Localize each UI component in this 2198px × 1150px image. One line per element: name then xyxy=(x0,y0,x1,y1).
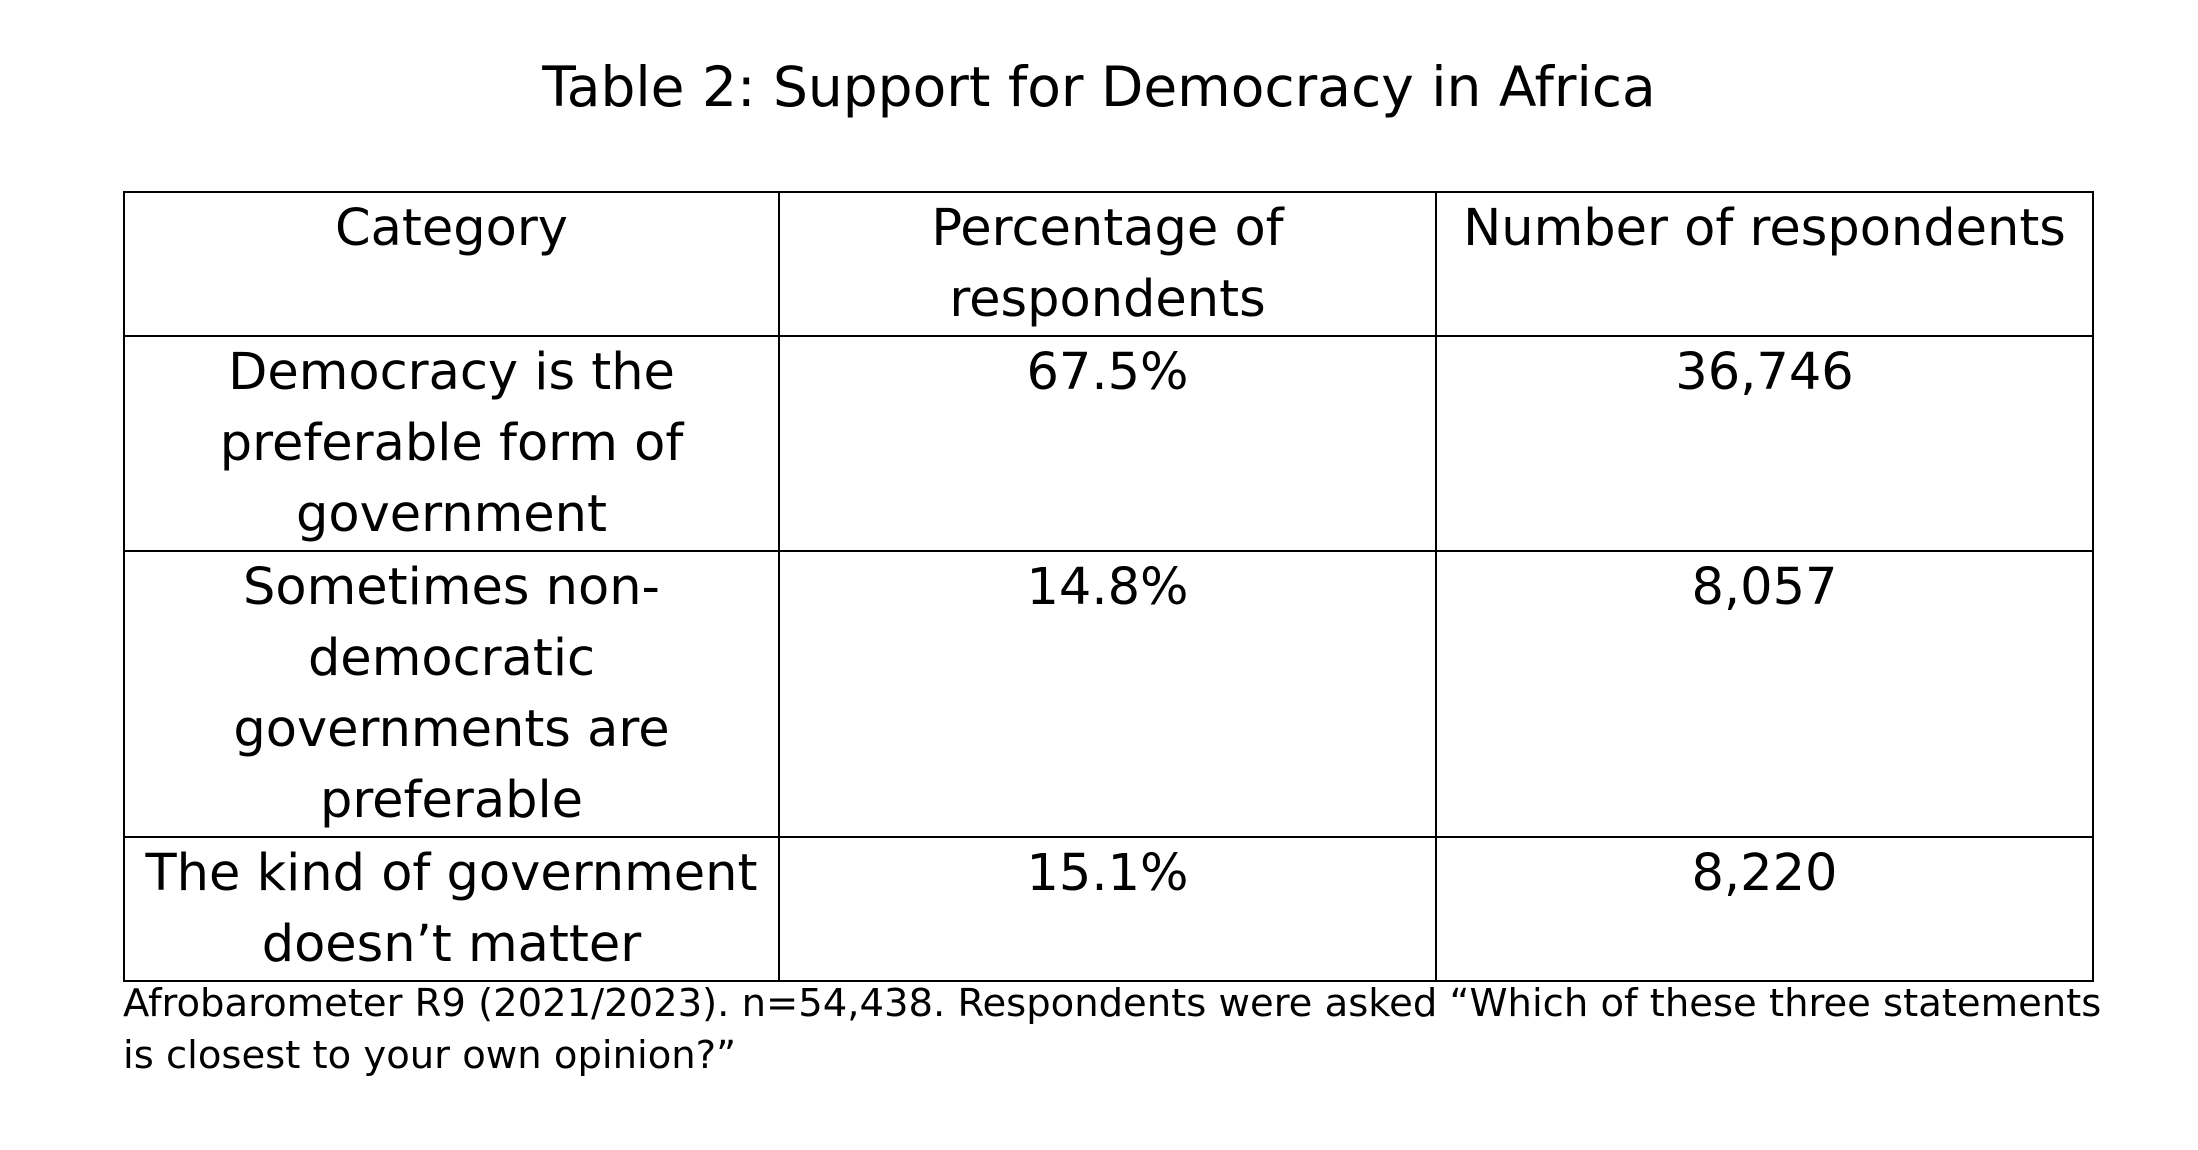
table-row: The kind of government doesn’t matter 15… xyxy=(123,836,2094,982)
table-header-row: Category Percentage of respondents Numbe… xyxy=(123,191,2094,337)
percentage-cell: 15.1% xyxy=(778,836,1437,982)
table-row: Sometimes non-democratic governments are… xyxy=(123,550,2094,838)
category-cell: Democracy is the preferable form of gove… xyxy=(123,335,780,552)
note-line-1: Afrobarometer R9 (2021/2023). n=54,438. … xyxy=(123,981,2102,1026)
column-header-number: Number of respondents xyxy=(1435,191,2094,337)
number-cell: 8,057 xyxy=(1435,550,2094,838)
category-cell: Sometimes non-democratic governments are… xyxy=(123,550,780,838)
table-title: Table 2: Support for Democracy in Africa xyxy=(542,55,1656,119)
column-header-category: Category xyxy=(123,191,780,337)
number-cell: 8,220 xyxy=(1435,836,2094,982)
note-line-2: is closest to your own opinion?” xyxy=(123,1033,737,1078)
table-row: Democracy is the preferable form of gove… xyxy=(123,335,2094,552)
table-source-note: Afrobarometer R9 (2021/2023). n=54,438. … xyxy=(123,978,2103,1082)
number-cell: 36,746 xyxy=(1435,335,2094,552)
percentage-cell: 14.8% xyxy=(778,550,1437,838)
column-header-percentage: Percentage of respondents xyxy=(778,191,1437,337)
percentage-cell: 67.5% xyxy=(778,335,1437,552)
data-table: Category Percentage of respondents Numbe… xyxy=(123,191,2094,982)
category-cell: The kind of government doesn’t matter xyxy=(123,836,780,982)
